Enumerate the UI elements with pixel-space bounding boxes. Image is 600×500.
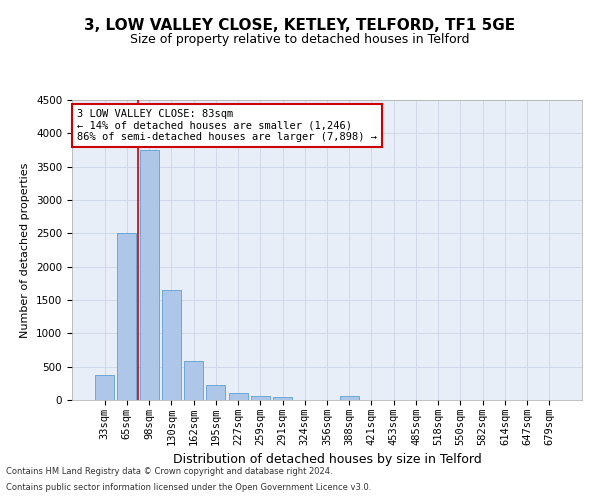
Bar (229, 393, 248, 400)
Bar (206, 386, 225, 400)
Bar (184, 360, 203, 400)
Bar (118, 234, 136, 400)
Bar (340, 396, 359, 400)
X-axis label: Distribution of detached houses by size in Telford: Distribution of detached houses by size … (173, 454, 481, 466)
Text: Size of property relative to detached houses in Telford: Size of property relative to detached ho… (130, 32, 470, 46)
Text: 3, LOW VALLEY CLOSE, KETLEY, TELFORD, TF1 5GE: 3, LOW VALLEY CLOSE, KETLEY, TELFORD, TF… (85, 18, 515, 32)
Text: Contains HM Land Registry data © Crown copyright and database right 2024.: Contains HM Land Registry data © Crown c… (6, 467, 332, 476)
Bar (273, 398, 292, 400)
Y-axis label: Number of detached properties: Number of detached properties (20, 162, 31, 338)
Bar (95, 376, 114, 400)
Bar (251, 396, 270, 400)
Text: 3 LOW VALLEY CLOSE: 83sqm
← 14% of detached houses are smaller (1,246)
86% of se: 3 LOW VALLEY CLOSE: 83sqm ← 14% of detac… (77, 109, 377, 142)
Bar (140, 150, 158, 400)
Text: Contains public sector information licensed under the Open Government Licence v3: Contains public sector information licen… (6, 484, 371, 492)
Bar (162, 290, 181, 400)
